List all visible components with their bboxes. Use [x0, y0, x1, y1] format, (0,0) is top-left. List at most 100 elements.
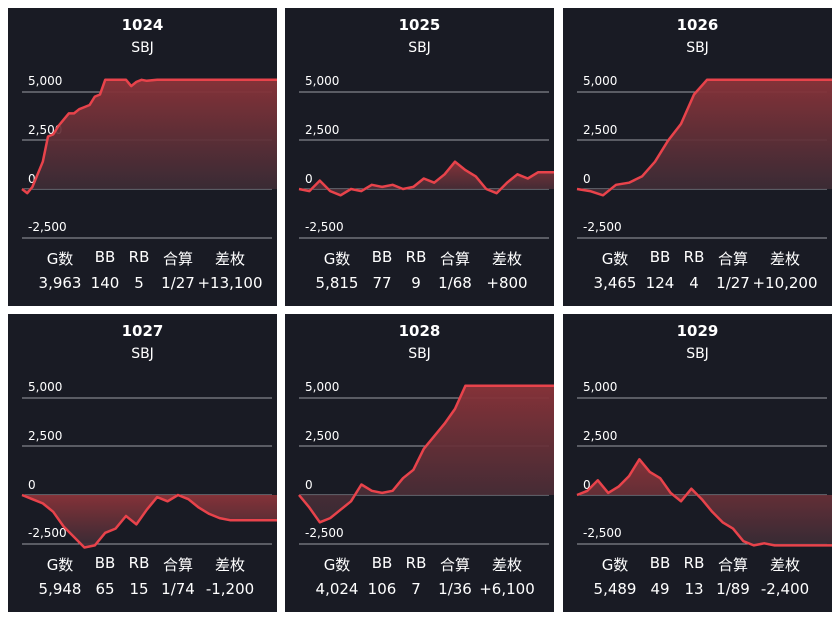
stat-header: 差枚	[491, 250, 523, 268]
stat-value: 4	[689, 274, 699, 292]
stat-header: RB	[405, 248, 427, 266]
stat-header: RB	[128, 248, 150, 266]
stat-value: 3,963	[38, 274, 82, 292]
stats-table: G数 3,465 BB 124 RB 4 合算 1/27 差枚 +10,200	[563, 8, 832, 306]
stat-value: +10,200	[752, 274, 818, 292]
y-tick-label: 5,000	[28, 380, 62, 394]
machine-number: 1029	[676, 322, 719, 340]
stat-header: 合算	[162, 556, 194, 574]
stat-value: 5,489	[593, 580, 637, 598]
machine-type: SBJ	[408, 40, 431, 56]
stat-value: 106	[367, 580, 397, 598]
stat-value: 5	[134, 274, 144, 292]
stat-value: +13,100	[197, 274, 263, 292]
machine-type: SBJ	[131, 40, 154, 56]
y-tick-label: 5,000	[583, 380, 617, 394]
stat-header: 差枚	[769, 250, 801, 268]
machine-panel-1024: 5,000 2,500 0 -2,500 1024 SBJ G数 3,963 BB 140 RB 5 合…	[8, 8, 277, 306]
machine-number: 1025	[398, 16, 441, 34]
stat-value: 5,948	[38, 580, 82, 598]
stat-header: RB	[683, 554, 705, 572]
machine-number: 1026	[676, 16, 719, 34]
stat-header: 合算	[717, 556, 749, 574]
y-tick-label: 5,000	[583, 74, 617, 88]
stat-value: 1/27	[716, 274, 750, 292]
stats-table: G数 5,815 BB 77 RB 9 合算 1/68 差枚 +800	[285, 8, 554, 306]
stat-value: 1/27	[161, 274, 195, 292]
y-tick-label: 5,000	[28, 74, 62, 88]
stat-value: 9	[411, 274, 421, 292]
stat-value: +800	[486, 274, 528, 292]
machine-type: SBJ	[686, 40, 709, 56]
y-tick-label: 2,500	[583, 123, 617, 137]
area-fill	[577, 79, 832, 196]
y-tick-label: 2,500	[305, 429, 339, 443]
stat-header: G数	[323, 250, 351, 268]
series-line	[298, 384, 554, 524]
stat-value: 77	[372, 274, 392, 292]
y-tick-label: -2,500	[28, 220, 67, 234]
stat-value: 1/89	[716, 580, 750, 598]
machine-panel-1028: 5,000 2,500 0 -2,500 1028 SBJ G数 4,024 BB 106 RB 7 合…	[285, 314, 554, 612]
stat-value: 15	[129, 580, 149, 598]
stat-header: BB	[371, 248, 393, 266]
stat-header: 差枚	[491, 556, 523, 574]
y-tick-label: 5,000	[305, 74, 339, 88]
slump-graph: 5,000 2,500 0 -2,500	[576, 74, 832, 239]
machine-type: SBJ	[686, 346, 709, 362]
stat-header: G数	[46, 556, 74, 574]
stat-value: +6,100	[479, 580, 535, 598]
y-tick-label: 0	[583, 478, 591, 492]
stat-header: G数	[323, 556, 351, 574]
y-tick-label: 0	[28, 478, 36, 492]
stat-value: -1,200	[205, 580, 255, 598]
stat-header: 差枚	[214, 556, 246, 574]
stat-value: 65	[95, 580, 115, 598]
y-tick-label: -2,500	[583, 220, 622, 234]
stat-header: RB	[128, 554, 150, 572]
area-fill	[22, 79, 277, 194]
stat-header: G数	[601, 556, 629, 574]
series-line	[21, 78, 277, 195]
stat-header: RB	[405, 554, 427, 572]
stat-header: BB	[649, 248, 671, 266]
series-line	[576, 78, 832, 197]
stat-header: 合算	[717, 250, 749, 268]
y-tick-label: -2,500	[28, 526, 67, 540]
y-tick-label: 0	[28, 172, 36, 186]
y-tick-label: -2,500	[305, 526, 344, 540]
stat-header: BB	[94, 248, 116, 266]
stat-value: 124	[645, 274, 675, 292]
machine-type: SBJ	[408, 346, 431, 362]
stat-value: 13	[684, 580, 704, 598]
machine-number: 1028	[398, 322, 441, 340]
slump-graph: 5,000 2,500 0 -2,500	[576, 380, 832, 547]
series-line	[21, 493, 277, 549]
stat-value: 1/36	[438, 580, 472, 598]
y-tick-label: 2,500	[583, 429, 617, 443]
machine-panel-1026: 5,000 2,500 0 -2,500 1026 SBJ G数 3,465 BB 124 RB 4 合…	[563, 8, 832, 306]
machine-number: 1027	[121, 322, 164, 340]
series-line	[576, 458, 832, 547]
stat-value: 1/68	[438, 274, 472, 292]
stat-value: 4,024	[315, 580, 359, 598]
machine-panel-1029: 5,000 2,500 0 -2,500 1029 SBJ G数 5,489 BB 49 RB 13 合…	[563, 314, 832, 612]
stat-header: RB	[683, 248, 705, 266]
y-tick-label: 0	[583, 172, 591, 186]
machine-number: 1024	[121, 16, 164, 34]
stat-value: 5,815	[315, 274, 359, 292]
stat-header: BB	[371, 554, 393, 572]
area-fill	[22, 495, 277, 548]
area-fill	[299, 161, 554, 196]
stat-header: 差枚	[769, 556, 801, 574]
y-tick-label: -2,500	[583, 526, 622, 540]
stat-header: BB	[94, 554, 116, 572]
series-line	[298, 160, 554, 197]
stat-value: 140	[90, 274, 120, 292]
stats-table: G数 3,963 BB 140 RB 5 合算 1/27 差枚 +13,100	[8, 8, 277, 306]
